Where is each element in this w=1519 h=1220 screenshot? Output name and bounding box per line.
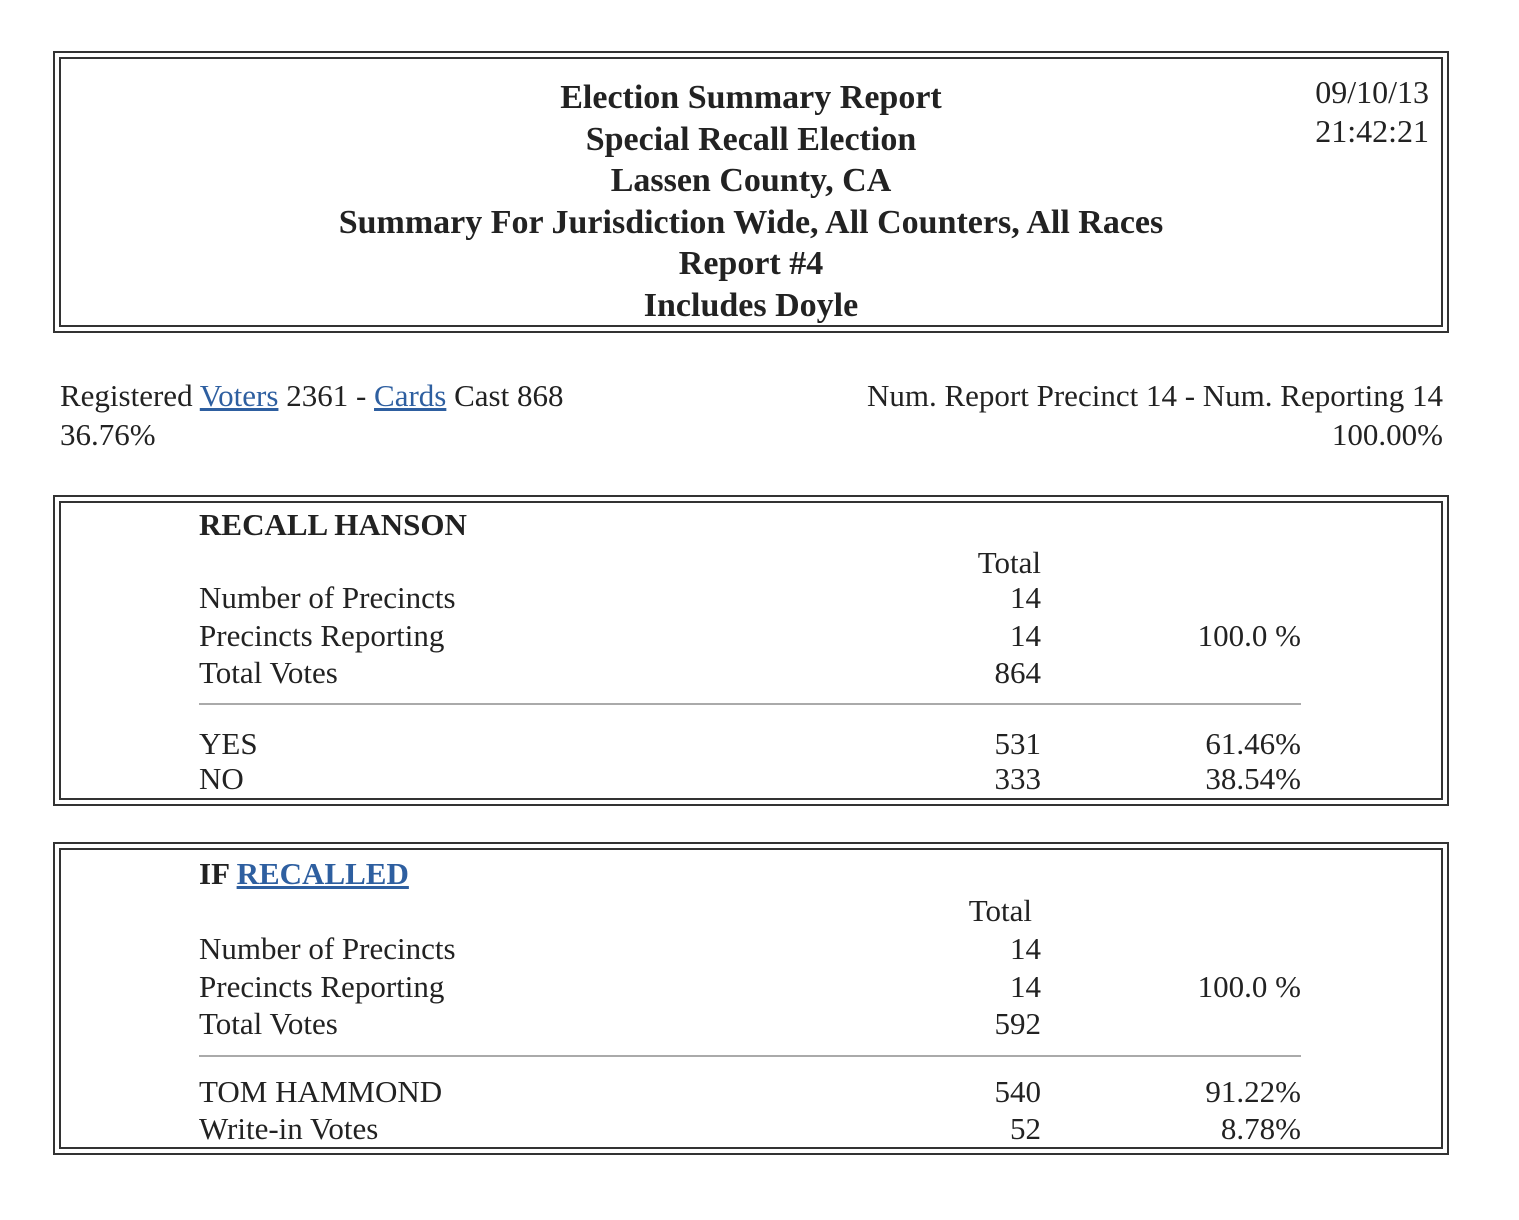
registered-label: Registered — [60, 378, 193, 413]
choice-label: Write-in Votes — [199, 1111, 379, 1146]
report-number: Report #4 — [678, 245, 824, 283]
turnout-percent: 36.76% — [60, 417, 156, 452]
choice-percent: 38.54% — [1205, 761, 1301, 796]
stat-label: Number of Precincts — [199, 580, 456, 615]
precinct-summary: Num. Report Precinct 14 - Num. Reporting… — [867, 376, 1443, 454]
choice-percent: 91.22% — [1205, 1074, 1301, 1109]
registered-line: Registered Voters 2361 - Cards Cast 868 — [60, 376, 563, 415]
county-name: Lassen County, CA — [610, 162, 892, 200]
race-inner-border — [59, 501, 1443, 800]
choice-label: TOM HAMMOND — [199, 1074, 443, 1109]
registered-value: 2361 - — [286, 378, 367, 413]
stat-label: Total Votes — [199, 655, 338, 690]
choice-percent: 61.46% — [1205, 726, 1301, 761]
choice-votes: 531 — [994, 726, 1042, 761]
race-title-prefix: IF — [199, 856, 229, 891]
race-title: RECALL HANSON — [199, 507, 467, 542]
report-header-inner-border: Election Summary Report Special Recall E… — [59, 57, 1443, 327]
report-timestamp: 09/10/13 21:42:21 — [1315, 73, 1429, 151]
report-title-block: Election Summary Report Special Recall E… — [61, 77, 1441, 327]
stat-label: Total Votes — [199, 1006, 338, 1041]
divider — [199, 703, 1301, 705]
stat-value: 14 — [1010, 580, 1041, 615]
divider — [199, 1055, 1301, 1057]
cards-cast: Cast 868 — [454, 378, 564, 413]
stat-label: Precincts Reporting — [199, 618, 445, 653]
report-header: Election Summary Report Special Recall E… — [53, 51, 1449, 333]
total-header: Total — [968, 893, 1032, 928]
race-if-recalled: IF RECALLED Total Number of Precincts 14… — [53, 842, 1449, 1155]
election-name: Special Recall Election — [585, 120, 917, 158]
choice-votes: 333 — [994, 761, 1042, 796]
stat-value: 14 — [1010, 969, 1041, 1004]
stat-percent: 100.0 % — [1197, 969, 1301, 1004]
race-inner-border — [59, 848, 1443, 1149]
choice-label: NO — [199, 761, 244, 796]
report-title: Election Summary Report — [560, 79, 942, 116]
stat-value: 14 — [1010, 618, 1041, 653]
stat-value: 864 — [994, 655, 1042, 690]
report-date: 09/10/13 — [1315, 74, 1429, 110]
includes-note: Includes Doyle — [643, 286, 859, 324]
precinct-percent: 100.00% — [1331, 417, 1443, 452]
precinct-line: Num. Report Precinct 14 - Num. Reporting… — [867, 378, 1443, 413]
turnout-summary: Registered Voters 2361 - Cards Cast 868 … — [60, 376, 563, 454]
stat-label: Number of Precincts — [199, 931, 456, 966]
recalled-link[interactable]: RECALLED — [236, 856, 409, 891]
choice-percent: 8.78% — [1220, 1111, 1301, 1146]
total-header: Total — [977, 545, 1041, 580]
stat-value: 592 — [994, 1006, 1042, 1041]
race-recall-hanson: RECALL HANSON Total Number of Precincts … — [53, 495, 1449, 806]
stat-percent: 100.0 % — [1197, 618, 1301, 653]
report-time: 21:42:21 — [1315, 113, 1429, 149]
cards-link[interactable]: Cards — [374, 378, 447, 413]
summary-scope: Summary For Jurisdiction Wide, All Count… — [338, 203, 1164, 241]
stat-label: Precincts Reporting — [199, 969, 445, 1004]
stat-value: 14 — [1010, 931, 1041, 966]
choice-votes: 540 — [994, 1074, 1042, 1109]
voters-link[interactable]: Voters — [199, 378, 279, 413]
choice-votes: 52 — [1010, 1111, 1041, 1146]
choice-label: YES — [199, 726, 258, 761]
race-title: IF RECALLED — [199, 856, 409, 892]
